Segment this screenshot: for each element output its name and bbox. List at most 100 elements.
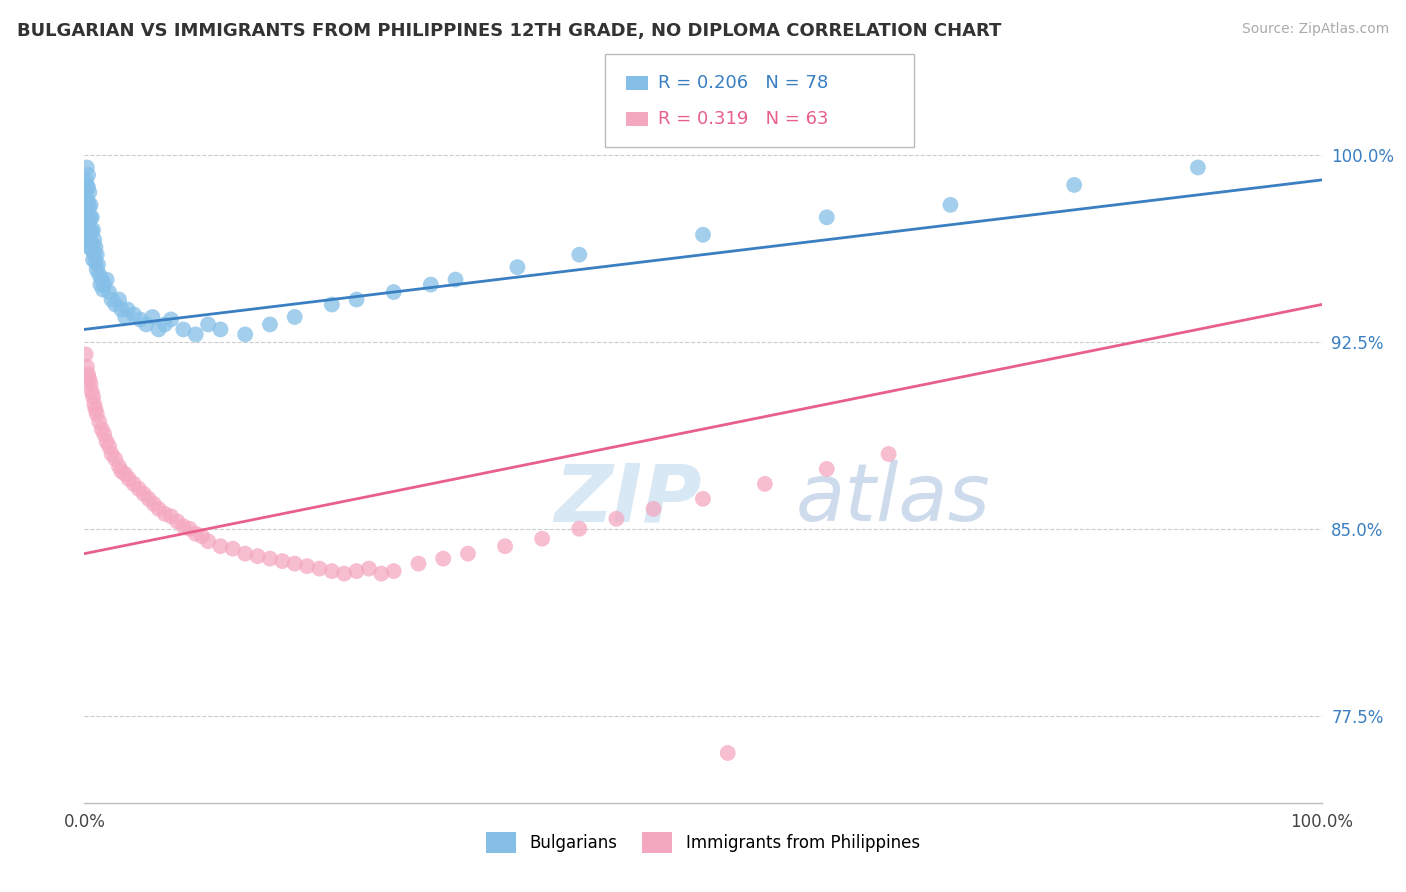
Point [79,223,101,237]
Point [79,198,101,212]
Point [494,539,516,553]
Point [82,237,104,252]
Point [90,272,112,286]
Point [166,514,188,528]
Point [79,211,101,225]
Point [100,447,122,461]
Point [76,227,98,242]
Point [148,501,170,516]
Point [83,248,105,262]
Point [80,384,103,399]
Point [184,327,207,342]
Point [98,440,121,454]
Point [80,225,103,239]
Text: BULGARIAN VS IMMIGRANTS FROM PHILIPPINES 12TH GRADE, NO DIPLOMA CORRELATION CHAR: BULGARIAN VS IMMIGRANTS FROM PHILIPPINES… [17,22,1001,40]
Point [419,277,441,292]
Point [197,318,219,332]
Point [80,243,103,257]
Point [76,359,98,374]
Text: ZIP: ZIP [554,460,702,539]
Point [86,248,108,262]
Point [98,285,121,299]
Point [114,310,136,324]
Point [79,225,101,239]
Point [246,549,269,563]
Point [79,240,101,254]
Point [148,322,170,336]
Point [100,293,122,307]
Point [568,522,591,536]
Point [108,293,131,307]
Point [79,237,101,252]
Point [295,559,318,574]
Point [142,497,165,511]
Point [75,347,97,361]
Text: R = 0.319   N = 63: R = 0.319 N = 63 [658,110,828,128]
Point [82,223,104,237]
Point [122,308,145,322]
Point [89,268,111,282]
Point [77,368,100,382]
Point [444,272,467,286]
Point [382,285,405,299]
Point [128,482,150,496]
Point [172,519,194,533]
Point [643,501,665,516]
Point [382,564,405,578]
Text: Source: ZipAtlas.com: Source: ZipAtlas.com [1241,22,1389,37]
Point [284,310,307,324]
Point [222,541,245,556]
Point [83,233,105,247]
Point [79,372,101,386]
Point [89,277,111,292]
Point [692,227,714,242]
Point [568,248,591,262]
Point [132,487,155,501]
Point [692,491,714,506]
Point [79,212,101,227]
Point [153,507,176,521]
Point [114,467,136,481]
Point [717,746,740,760]
Point [90,422,112,436]
Point [271,554,294,568]
Point [96,272,118,286]
Point [333,566,356,581]
Point [75,211,97,225]
Point [76,202,98,217]
Point [129,312,152,326]
Point [83,397,105,411]
Point [939,198,962,212]
Text: R = 0.206   N = 78: R = 0.206 N = 78 [658,74,828,92]
Point [75,173,97,187]
Point [77,208,100,222]
Point [197,534,219,549]
Point [233,327,256,342]
Point [357,561,380,575]
Point [82,390,104,404]
Point [104,297,127,311]
Point [233,547,256,561]
Point [1187,161,1209,175]
Point [86,407,108,421]
Point [141,310,163,324]
Text: atlas: atlas [796,460,991,539]
Point [84,402,107,417]
Point [346,564,368,578]
Point [75,223,97,237]
Point [77,195,100,210]
Point [77,180,100,194]
Point [153,318,176,332]
Point [321,564,343,578]
Point [506,260,529,274]
Point [117,302,139,317]
Point [77,235,100,250]
Point [93,427,115,442]
Point [531,532,554,546]
Point [76,178,98,192]
Point [308,561,330,575]
Point [122,476,145,491]
Point [160,312,183,326]
Point [209,539,232,553]
Legend: Bulgarians, Immigrants from Philippines: Bulgarians, Immigrants from Philippines [479,826,927,860]
